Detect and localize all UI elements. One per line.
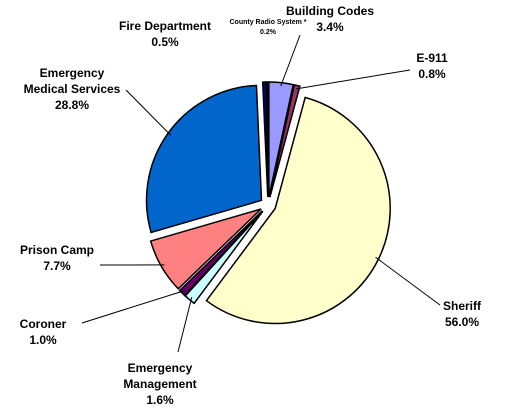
slice-label: Emergency Management 1.6% [113, 360, 208, 408]
pie-slice [149, 208, 262, 290]
leader-line [280, 34, 301, 87]
pie-slice [205, 96, 391, 325]
slice-name: Emergency Management [123, 361, 197, 391]
slice-value: 0.8% [418, 67, 446, 81]
slice-name: Coroner [19, 317, 67, 331]
slice-label: Fire Department 0.5% [105, 18, 225, 50]
pie-slice [145, 84, 263, 234]
slice-name: Fire Department [118, 19, 212, 33]
slice-value: 3.4% [316, 20, 344, 34]
slice-label: Sheriff 56.0% [427, 298, 497, 330]
slice-label: Prison Camp 7.7% [12, 242, 102, 274]
slice-value: 28.8% [54, 98, 90, 112]
leader-line [81, 290, 185, 324]
pie-slice [269, 83, 301, 198]
slice-value: 56.0% [444, 315, 480, 329]
slice-name: County Radio System * [229, 19, 307, 26]
slice-value: 0.5% [151, 35, 179, 49]
leader-line [375, 256, 441, 306]
leader-line [125, 89, 172, 136]
slice-name: Emergency Medical Services [23, 66, 121, 96]
slice-value: 1.0% [29, 333, 57, 347]
pie-slice [178, 210, 263, 297]
slice-label: Emergency Medical Services 28.8% [18, 65, 126, 113]
slice-label: County Radio System * 0.2% [223, 18, 313, 38]
slice-label: Coroner 1.0% [8, 316, 78, 348]
leader-line [177, 296, 193, 353]
slice-label: E-911 0.8% [402, 50, 462, 82]
slice-name: Sheriff [442, 299, 481, 313]
slice-name: Building Codes [286, 4, 374, 18]
slice-name: Prison Camp [19, 243, 94, 257]
pie-slice [268, 81, 295, 198]
slice-value: 1.6% [146, 393, 174, 407]
slice-name: E-911 [416, 51, 448, 65]
slice-value: 7.7% [43, 259, 71, 273]
leader-line [296, 69, 411, 90]
pie-slice [265, 81, 269, 198]
slice-label: Building Codes 3.4% [275, 3, 385, 35]
slice-value: 0.2% [260, 29, 276, 36]
